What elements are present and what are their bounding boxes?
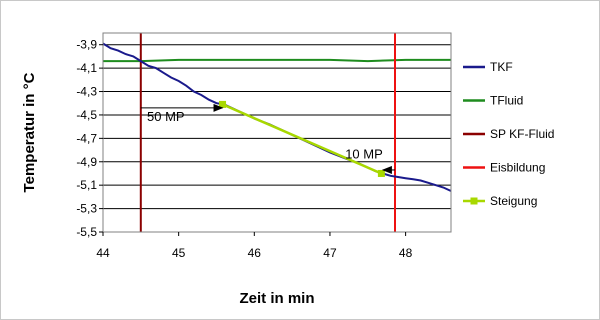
- legend-label-eisbildung: Eisbildung: [490, 161, 545, 175]
- x-tick-label: 47: [323, 246, 337, 260]
- legend: TKF TFluid SP KF-Fluid Eisbildung Steigung: [463, 60, 554, 208]
- y-tick-label: -5,1: [76, 178, 97, 192]
- legend-label-tfluid: TFluid: [490, 94, 523, 108]
- legend-label-tkf: TKF: [490, 60, 513, 74]
- y-tick-label: -5,5: [76, 225, 97, 239]
- plot-area-border: [102, 32, 452, 233]
- x-axis: 44 45 46 47 48: [96, 232, 413, 260]
- y-tick-label: -4,3: [76, 85, 97, 99]
- y-tick-label: -4,1: [76, 61, 97, 75]
- x-tick-label: 44: [96, 246, 110, 260]
- y-tick-label: -5,3: [76, 202, 97, 216]
- steigung-point: [219, 100, 227, 108]
- annotation-label: 10 MP: [345, 146, 383, 161]
- y-tick-label: -3,9: [76, 38, 97, 52]
- y-axis-title: Temperatur in °C: [21, 72, 38, 192]
- y-tick-label: -4,9: [76, 155, 97, 169]
- annotation-label: 50 MP: [147, 109, 185, 124]
- series-line-steigung: [222, 103, 382, 175]
- legend-label-steigung: Steigung: [490, 194, 537, 208]
- x-tick-label: 45: [172, 246, 186, 260]
- steigung-point: [377, 169, 385, 177]
- x-tick-label: 48: [399, 246, 413, 260]
- y-axis: -3,9 -4,1 -4,3 -4,5 -4,7 -4,9 -5,1 -5,3 -5,5: [76, 38, 103, 239]
- legend-label-sp-kf-fluid: SP KF-Fluid: [490, 127, 554, 141]
- x-axis-title: Zeit in min: [240, 290, 315, 307]
- legend-marker-steigung: [470, 197, 478, 205]
- series-line-tfluid: [103, 58, 451, 63]
- y-tick-label: -4,5: [76, 108, 97, 122]
- annotations: 50 MP 10 MP: [140, 103, 396, 174]
- series: [102, 33, 452, 232]
- y-tick-label: -4,7: [76, 131, 97, 145]
- x-tick-label: 46: [248, 246, 262, 260]
